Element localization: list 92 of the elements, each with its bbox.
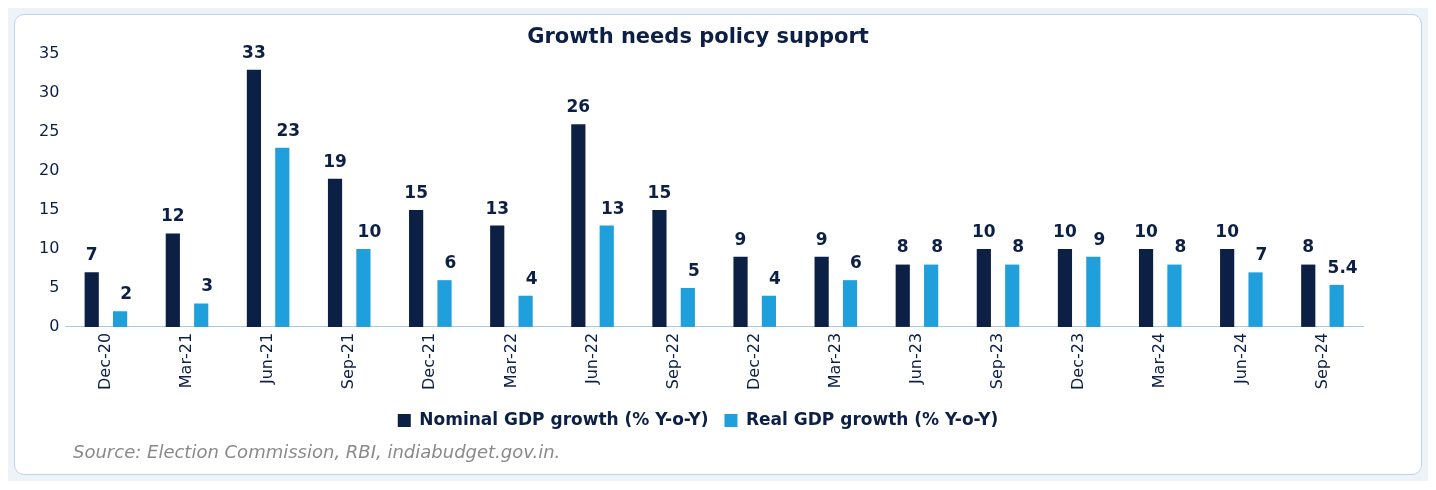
bar xyxy=(437,280,452,327)
data-label: 10 xyxy=(972,220,996,241)
bar xyxy=(490,225,505,327)
bar xyxy=(1138,248,1154,327)
y-tick-label: 5 xyxy=(49,277,60,297)
data-label: 5 xyxy=(687,259,700,280)
bar xyxy=(84,272,99,327)
y-tick-label: 15 xyxy=(39,199,60,219)
x-tick-label: Sep-22 xyxy=(662,332,682,390)
x-tick-label: Dec-23 xyxy=(1068,332,1088,390)
data-label: 9 xyxy=(1093,228,1106,249)
data-label: 5.4 xyxy=(1327,256,1358,277)
data-label: 8 xyxy=(1174,236,1187,257)
data-label: 7 xyxy=(85,244,98,265)
legend-label: Nominal GDP growth (% Y-o-Y) xyxy=(419,408,709,429)
bar xyxy=(1329,284,1344,327)
bar xyxy=(842,280,858,327)
data-label: 7 xyxy=(1255,244,1268,265)
bar xyxy=(1167,264,1182,327)
y-tick-label: 30 xyxy=(39,82,60,102)
y-tick-label: 20 xyxy=(39,160,60,180)
data-label: 2 xyxy=(120,283,133,304)
data-label: 8 xyxy=(1012,236,1025,257)
x-tick-label: Dec-22 xyxy=(743,332,763,390)
bar xyxy=(680,287,695,327)
source-note: Source: Election Commission, RBI, indiabudget.gov.in. xyxy=(73,441,562,462)
data-label: 19 xyxy=(323,150,347,171)
bar xyxy=(327,178,343,327)
bar xyxy=(165,233,180,327)
data-label: 8 xyxy=(896,236,909,257)
x-tick-label: Sep-21 xyxy=(338,332,358,390)
y-tick-label: 10 xyxy=(39,238,60,258)
bar xyxy=(895,264,910,327)
data-label: 13 xyxy=(600,197,625,218)
x-tick-label: Sep-23 xyxy=(987,332,1007,390)
data-label: 9 xyxy=(734,228,747,249)
x-tick-label: Jun-21 xyxy=(257,332,277,386)
y-tick-label: 35 xyxy=(39,43,60,63)
bar xyxy=(113,311,128,327)
data-label: 15 xyxy=(404,181,428,202)
bar xyxy=(194,303,209,327)
x-tick-label: Jun-24 xyxy=(1230,332,1250,386)
x-tick-label: Sep-24 xyxy=(1311,332,1331,390)
data-label: 13 xyxy=(485,197,510,218)
bar xyxy=(1086,256,1101,327)
data-label: 6 xyxy=(850,252,862,273)
x-tick-label: Jun-22 xyxy=(581,332,601,386)
data-label: 8 xyxy=(1302,236,1315,257)
bar xyxy=(571,124,586,327)
bar xyxy=(733,256,748,327)
bar xyxy=(356,248,371,327)
x-tick-label: Mar-22 xyxy=(500,332,520,389)
x-tick-label: Mar-23 xyxy=(824,332,844,389)
bar xyxy=(599,225,614,327)
data-label: 6 xyxy=(444,252,457,273)
data-label: 26 xyxy=(566,96,591,117)
data-label: 4 xyxy=(525,267,538,288)
bar xyxy=(409,210,424,327)
bar xyxy=(1220,248,1235,327)
legend-label: Real GDP growth (% Y-o-Y) xyxy=(745,408,999,429)
y-tick-label: 0 xyxy=(49,316,60,336)
data-label: 10 xyxy=(1134,220,1159,241)
data-label: 33 xyxy=(242,41,266,62)
bar xyxy=(652,210,667,327)
bar xyxy=(761,295,777,327)
data-label: 10 xyxy=(1053,220,1077,241)
bar xyxy=(1248,272,1263,327)
bar xyxy=(976,248,991,327)
x-tick-label: Jun-23 xyxy=(906,332,926,386)
bar xyxy=(1301,264,1316,327)
data-label: 4 xyxy=(769,267,781,288)
data-label: 8 xyxy=(931,236,944,257)
bar xyxy=(814,256,829,327)
bar xyxy=(1005,264,1020,327)
bar xyxy=(518,295,533,327)
x-tick-label: Dec-20 xyxy=(95,332,115,390)
data-label: 23 xyxy=(276,119,301,140)
y-tick-label: 25 xyxy=(39,121,60,141)
bar xyxy=(1057,248,1073,327)
x-tick-label: Dec-21 xyxy=(419,332,439,390)
data-label: 10 xyxy=(1215,220,1240,241)
data-label: 15 xyxy=(647,181,672,202)
chart-title: Growth needs policy support xyxy=(527,24,869,49)
x-tick-label: Mar-24 xyxy=(1149,332,1169,389)
bar xyxy=(924,264,939,327)
x-tick-label: Mar-21 xyxy=(176,332,196,389)
bar xyxy=(246,69,262,327)
data-label: 10 xyxy=(357,220,382,241)
bar xyxy=(275,147,290,327)
data-label: 3 xyxy=(201,275,214,296)
data-label: 12 xyxy=(160,205,185,226)
data-label: 9 xyxy=(815,228,828,249)
